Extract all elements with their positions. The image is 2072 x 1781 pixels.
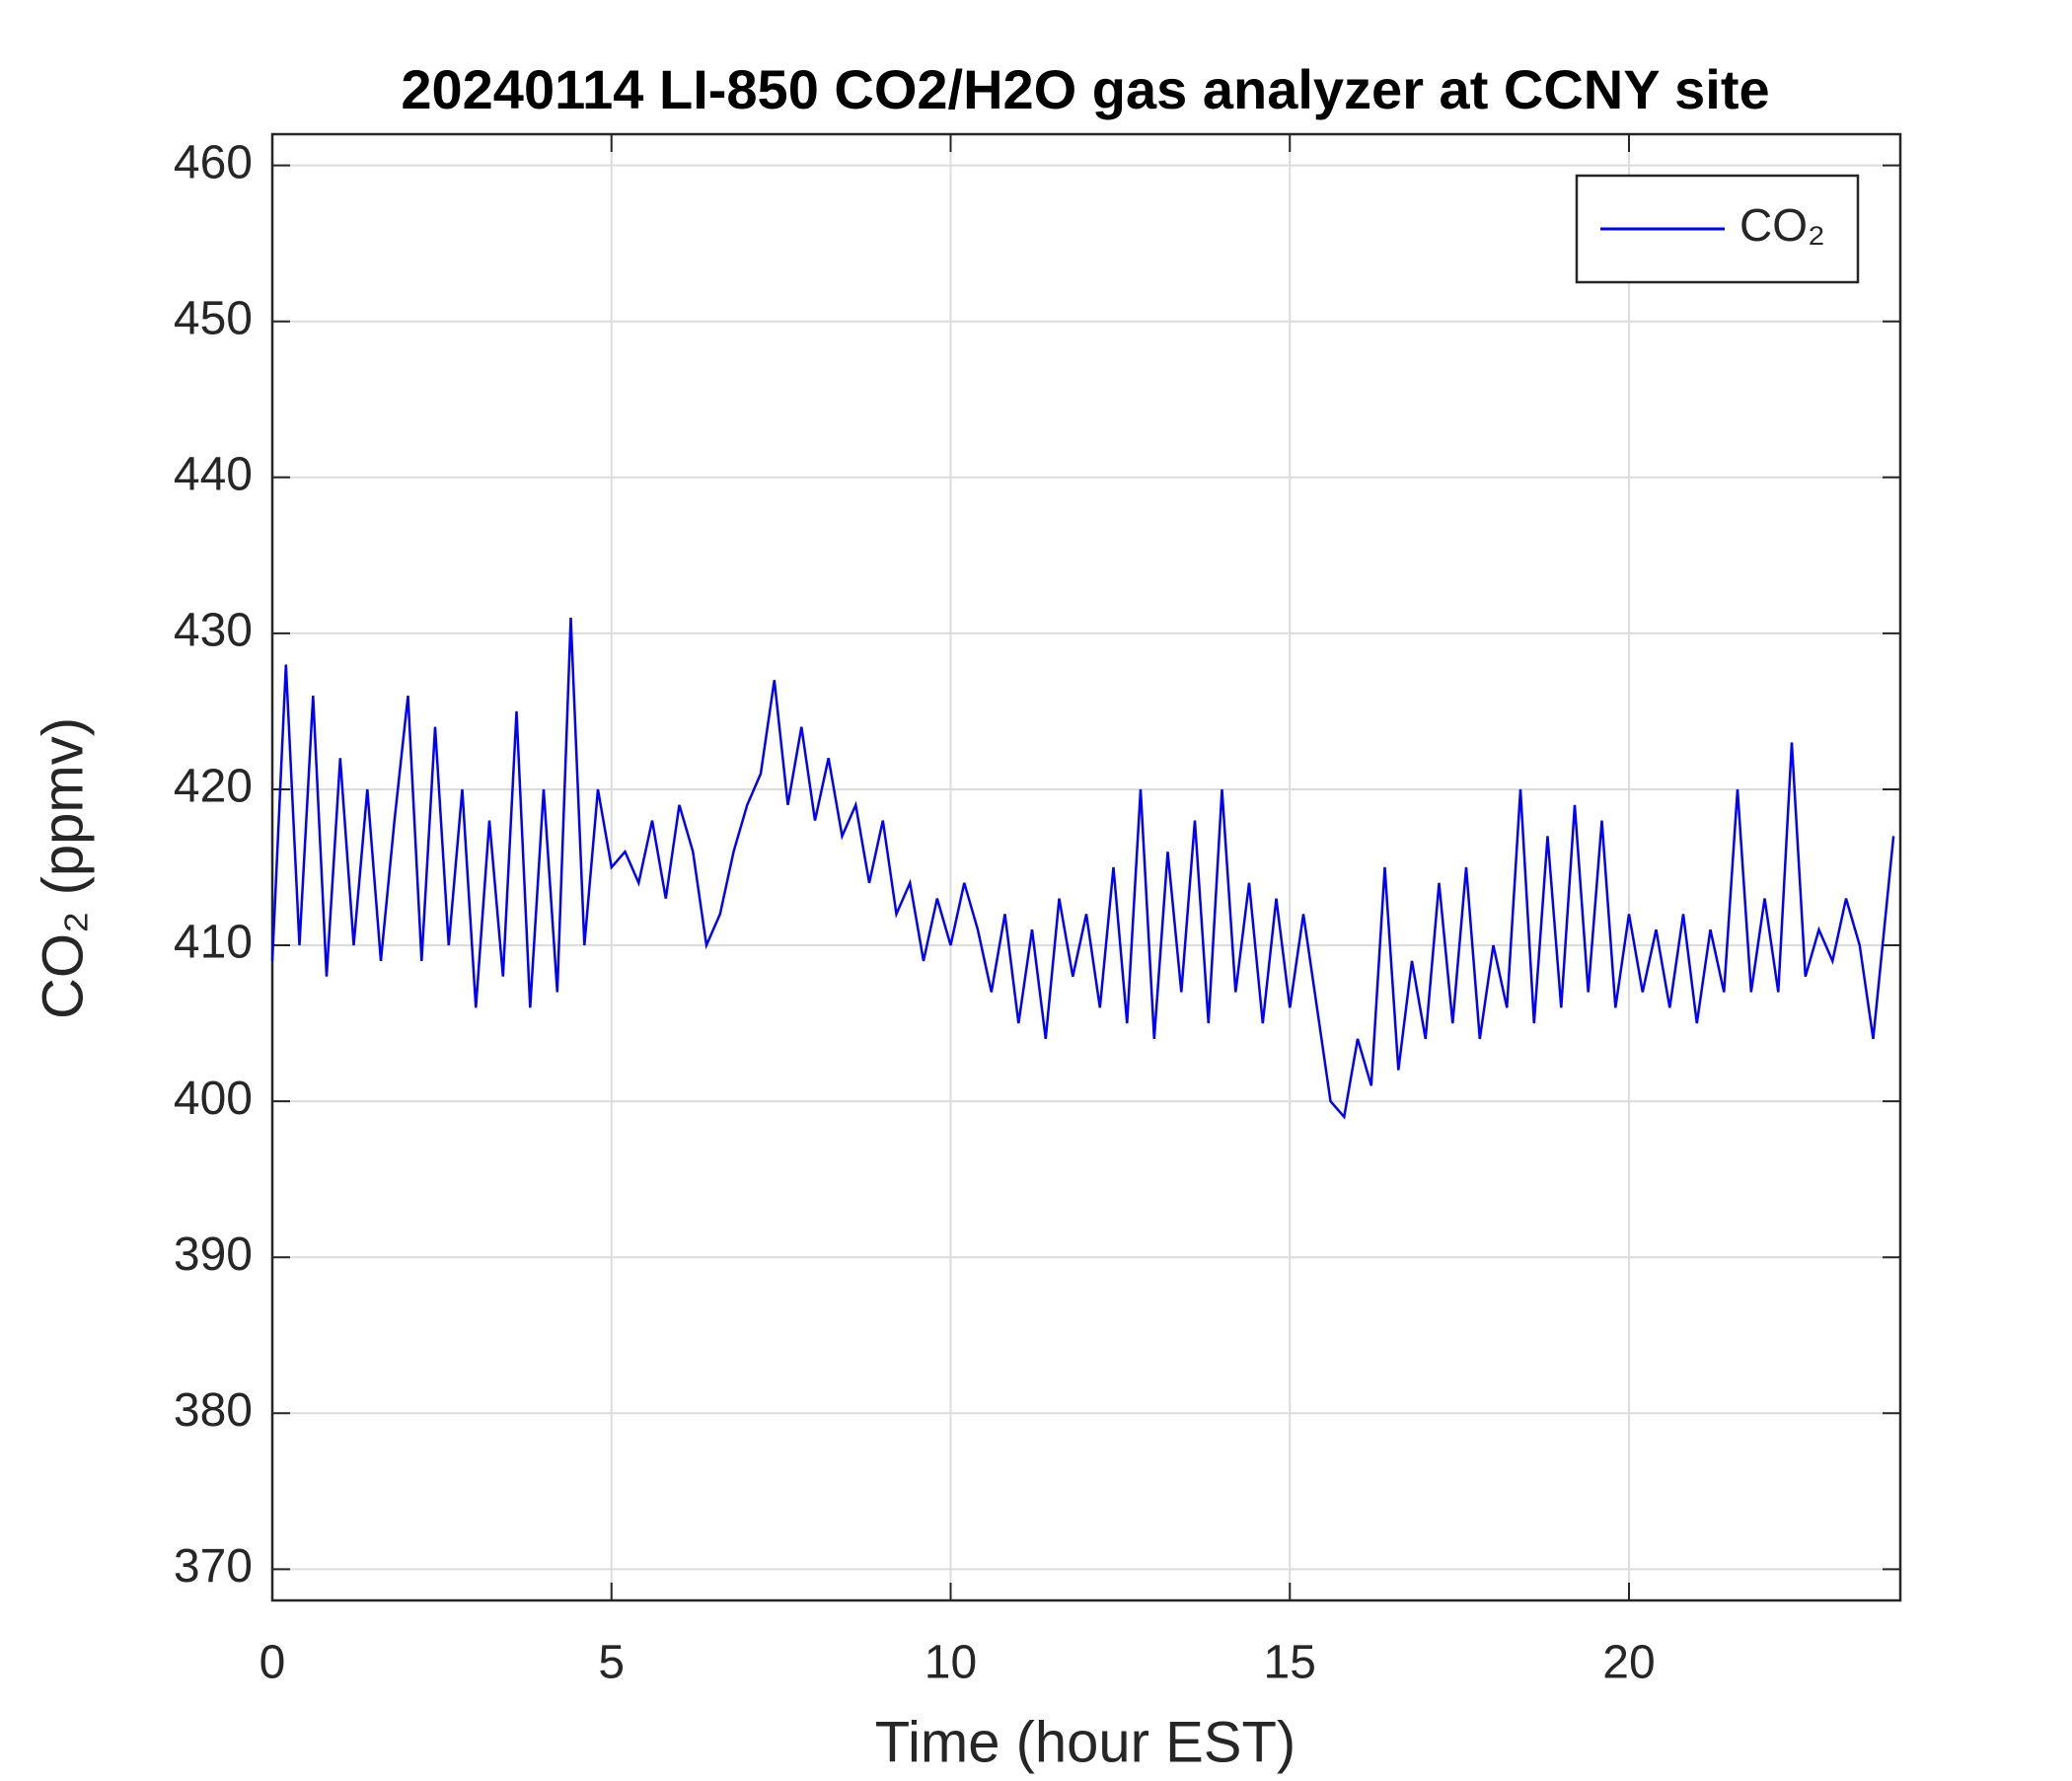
legend-label: CO₂ [1739,199,1825,251]
x-tick-label: 15 [1264,1637,1316,1689]
x-axis-label: Time (hour EST) [875,1710,1295,1774]
y-tick-label: 400 [174,1073,253,1125]
x-tick-label: 0 [259,1637,286,1689]
plot-frame [270,132,1902,1602]
x-tick-label: 20 [1602,1637,1655,1689]
chart-title: 20240114 LI-850 CO2/H2O gas analyzer at … [401,58,1769,120]
x-tick-label: 5 [598,1637,625,1689]
y-tick-label: 380 [174,1384,253,1437]
y-tick-label: 410 [174,917,253,969]
y-tick-label: 440 [174,448,253,500]
y-tick-label: 370 [174,1540,253,1593]
x-tick-label: 10 [925,1637,977,1689]
y-tick-label: 420 [174,761,253,813]
y-tick-label: 450 [174,292,253,344]
data-line [270,618,1895,1120]
y-tick-label: 390 [174,1228,253,1281]
y-tick-label: 430 [174,605,253,657]
y-axis-label: CO₂ (ppmv) [31,717,95,1019]
y-tick-label: 460 [174,136,253,188]
